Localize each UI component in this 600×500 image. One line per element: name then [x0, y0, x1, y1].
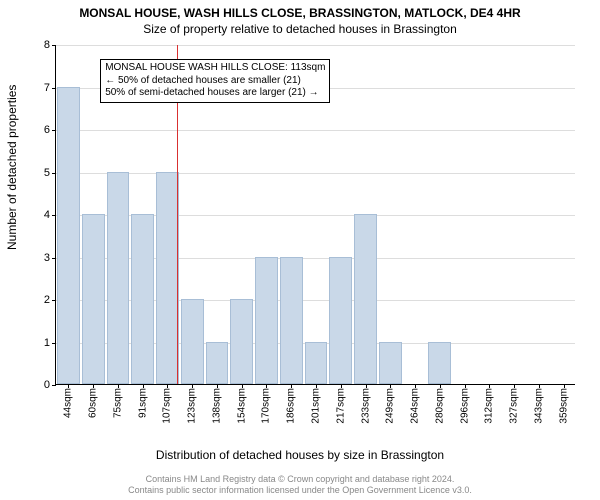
histogram-bar — [57, 87, 80, 385]
histogram-bar — [280, 257, 303, 385]
y-tick-label: 5 — [44, 167, 50, 179]
x-tick-label: 312sqm — [484, 388, 495, 424]
y-tick-label: 3 — [44, 252, 50, 264]
histogram-bar — [206, 342, 229, 385]
x-tick-label: 264sqm — [410, 388, 421, 424]
histogram-bar — [428, 342, 451, 385]
histogram-bar — [354, 214, 377, 384]
x-tick-label: 107sqm — [162, 388, 173, 424]
histogram-bar — [305, 342, 328, 385]
x-tick-label: 343sqm — [533, 388, 544, 424]
histogram-bar — [255, 257, 278, 385]
annotation-line: ← 50% of detached houses are smaller (21… — [105, 75, 325, 88]
chart-container: MONSAL HOUSE, WASH HILLS CLOSE, BRASSING… — [0, 0, 600, 500]
chart-title-sub: Size of property relative to detached ho… — [0, 22, 600, 36]
histogram-bar — [329, 257, 352, 385]
x-tick-label: 44sqm — [63, 388, 74, 418]
x-tick-label: 138sqm — [211, 388, 222, 424]
histogram-bar — [379, 342, 402, 385]
y-tick-label: 7 — [44, 82, 50, 94]
x-tick-label: 154sqm — [236, 388, 247, 424]
x-tick-label: 217sqm — [335, 388, 346, 424]
histogram-bar — [156, 172, 179, 385]
histogram-bar — [107, 172, 130, 385]
x-tick-label: 249sqm — [385, 388, 396, 424]
histogram-bar — [131, 214, 154, 384]
grid-line — [56, 173, 575, 174]
annotation-box: MONSAL HOUSE WASH HILLS CLOSE: 113sqm← 5… — [100, 59, 330, 103]
annotation-line: 50% of semi-detached houses are larger (… — [105, 87, 325, 100]
y-tick-label: 6 — [44, 124, 50, 136]
x-tick-label: 170sqm — [261, 388, 272, 424]
footer-line2: Contains public sector information licen… — [0, 485, 600, 496]
x-tick-label: 359sqm — [558, 388, 569, 424]
histogram-bar — [230, 299, 253, 384]
x-tick-label: 91sqm — [137, 388, 148, 418]
chart-title-main: MONSAL HOUSE, WASH HILLS CLOSE, BRASSING… — [0, 6, 600, 20]
histogram-bar — [181, 299, 204, 384]
x-tick-label: 60sqm — [88, 388, 99, 418]
plot-area: 01234567844sqm60sqm75sqm91sqm107sqm123sq… — [55, 45, 575, 385]
x-tick-label: 280sqm — [434, 388, 445, 424]
y-tick-label: 0 — [44, 379, 50, 391]
x-tick-label: 123sqm — [187, 388, 198, 424]
x-tick-label: 75sqm — [112, 388, 123, 418]
x-tick-label: 201sqm — [311, 388, 322, 424]
x-tick-label: 327sqm — [509, 388, 520, 424]
histogram-bar — [82, 214, 105, 384]
y-tick-label: 2 — [44, 294, 50, 306]
x-tick-label: 296sqm — [459, 388, 470, 424]
y-tick-label: 8 — [44, 39, 50, 51]
footer-line1: Contains HM Land Registry data © Crown c… — [0, 474, 600, 485]
grid-line — [56, 130, 575, 131]
x-tick-label: 233sqm — [360, 388, 371, 424]
y-tick-label: 4 — [44, 209, 50, 221]
y-axis-label: Number of detached properties — [5, 85, 19, 250]
annotation-line: MONSAL HOUSE WASH HILLS CLOSE: 113sqm — [105, 62, 325, 75]
grid-line — [56, 45, 575, 46]
x-tick-label: 186sqm — [286, 388, 297, 424]
x-axis-label: Distribution of detached houses by size … — [0, 448, 600, 462]
y-tick-label: 1 — [44, 337, 50, 349]
footer-attribution: Contains HM Land Registry data © Crown c… — [0, 474, 600, 496]
